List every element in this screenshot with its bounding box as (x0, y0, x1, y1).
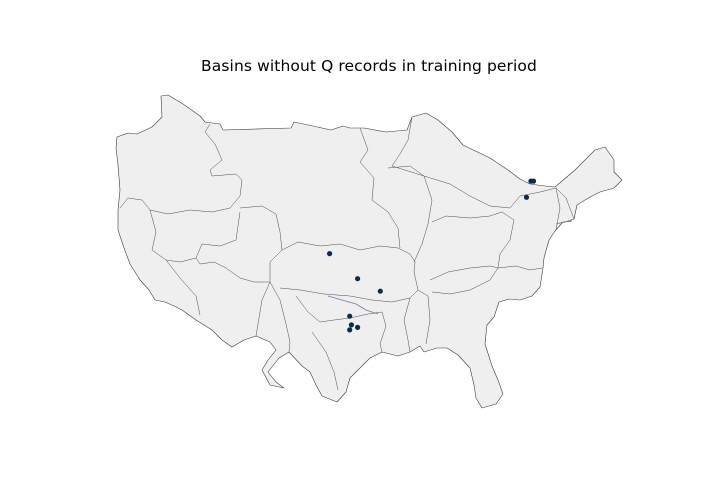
river-lines (327, 220, 573, 315)
basin-marker-2 (355, 276, 361, 282)
missouri-east-boundary (359, 127, 401, 249)
new-england-boundary (555, 187, 575, 220)
lower-mississippi-boundary (403, 297, 411, 353)
basin-marker-7 (347, 327, 353, 333)
basin-marker-3 (377, 288, 383, 294)
texas-inner-boundary (311, 331, 339, 391)
lower-mississippi-east-boundary (417, 289, 431, 345)
missouri-south-boundary (281, 241, 416, 263)
ohio-boundary (431, 211, 515, 269)
great-lakes-boundary (391, 116, 511, 209)
red-river-line (327, 295, 379, 315)
map-title: Basins without Q records in training per… (201, 57, 537, 75)
basin-marker-10 (523, 194, 530, 200)
texas-gulf-boundary (295, 295, 387, 353)
south-atlantic-boundary (497, 265, 543, 271)
california-boundary (165, 259, 201, 316)
basin-marker-1 (327, 251, 333, 257)
basin-marker-9 (530, 178, 537, 184)
great-basin-boundary (149, 209, 241, 263)
pacific-northwest-boundary (119, 123, 243, 215)
basin-marker-4 (347, 313, 353, 319)
basin-marker-5 (348, 322, 354, 328)
upper-mississippi-boundary (387, 165, 433, 263)
mid-atlantic-boundary (509, 187, 561, 231)
conus-outline (115, 94, 623, 409)
basin-markers (327, 178, 537, 333)
arkansas-red-boundary (279, 261, 419, 303)
rio-grande-boundary (269, 281, 291, 353)
conus-landmass (115, 94, 623, 409)
basin-region-boundaries (119, 116, 575, 391)
hudson-line (555, 220, 573, 225)
basin-marker-6 (355, 324, 361, 330)
lower-colorado-boundary (195, 257, 270, 283)
